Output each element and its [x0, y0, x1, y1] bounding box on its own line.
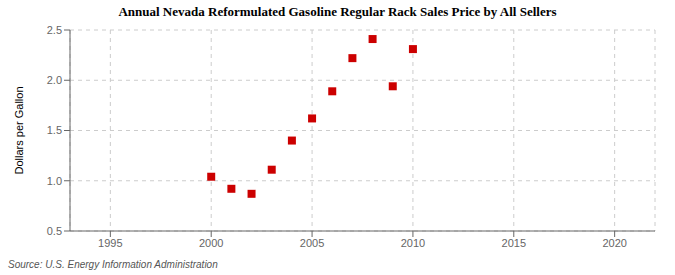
svg-text:2.5: 2.5 — [47, 24, 62, 36]
svg-text:2.0: 2.0 — [47, 74, 62, 86]
svg-text:2020: 2020 — [602, 237, 626, 249]
html-text:Annual Nevada Reformulated Gas: Annual Nevada Reformulated Gasoline Regu… — [118, 4, 557, 19]
svg-text:1995: 1995 — [98, 237, 122, 249]
html-text:Source: U.S. Energy Informatio: Source: U.S. Energy Information Administ… — [8, 259, 218, 270]
svg-text:0.5: 0.5 — [47, 225, 62, 237]
svg-text:1.0: 1.0 — [47, 175, 62, 187]
svg-text:1.5: 1.5 — [47, 124, 62, 136]
svg-text:2015: 2015 — [502, 237, 526, 249]
svg-text:2005: 2005 — [300, 237, 324, 249]
svg-text:2000: 2000 — [199, 237, 223, 249]
svg-text:Dollars per Gallon: Dollars per Gallon — [13, 86, 25, 174]
svg-text:2010: 2010 — [401, 237, 425, 249]
